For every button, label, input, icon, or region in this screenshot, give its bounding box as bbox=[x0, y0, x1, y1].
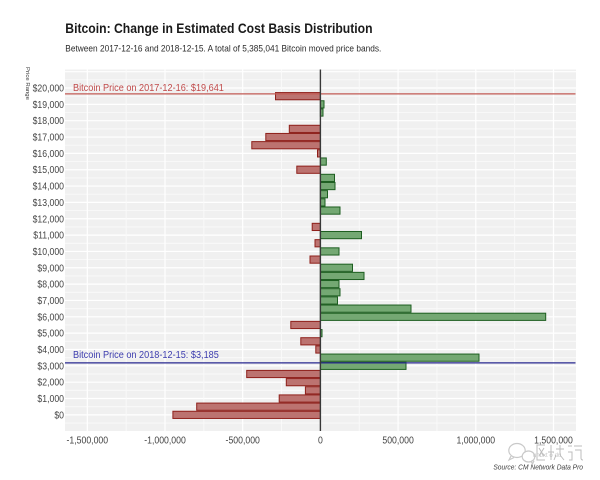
svg-text:1,500,000: 1,500,000 bbox=[534, 435, 573, 446]
svg-text:1,000,000: 1,000,000 bbox=[456, 435, 495, 446]
svg-text:$2,000: $2,000 bbox=[37, 377, 64, 388]
svg-text:-1,000,000: -1,000,000 bbox=[144, 435, 186, 446]
svg-text:$20,000: $20,000 bbox=[33, 83, 64, 94]
svg-text:$1,000: $1,000 bbox=[37, 393, 64, 404]
svg-text:-500,000: -500,000 bbox=[226, 435, 260, 446]
svg-text:$11,000: $11,000 bbox=[33, 230, 64, 241]
svg-text:$3,000: $3,000 bbox=[37, 361, 64, 372]
svg-text:Bitcoin Price on 2017-12-16: $: Bitcoin Price on 2017-12-16: $19,641 bbox=[73, 83, 224, 95]
svg-text:$12,000: $12,000 bbox=[33, 214, 64, 225]
svg-text:$14,000: $14,000 bbox=[33, 181, 64, 192]
svg-text:$8,000: $8,000 bbox=[37, 279, 64, 290]
svg-text:$0: $0 bbox=[54, 410, 64, 421]
svg-text:Bitcoin Price on 2018-12-15: $: Bitcoin Price on 2018-12-15: $3,185 bbox=[73, 350, 219, 362]
svg-text:$17,000: $17,000 bbox=[33, 132, 64, 143]
svg-text:$13,000: $13,000 bbox=[33, 197, 64, 208]
svg-text:$19,000: $19,000 bbox=[33, 99, 64, 110]
svg-text:0: 0 bbox=[318, 435, 323, 446]
svg-text:$9,000: $9,000 bbox=[37, 263, 64, 274]
svg-text:$16,000: $16,000 bbox=[33, 148, 64, 159]
svg-text:unbxt o˙du: unbxt o˙du bbox=[533, 453, 561, 459]
svg-text:$10,000: $10,000 bbox=[33, 246, 64, 257]
svg-text:Between 2017-12-16 and 2018-12: Between 2017-12-16 and 2018-12-15. A tot… bbox=[65, 43, 381, 54]
svg-text:Price Range: Price Range bbox=[24, 67, 30, 100]
svg-text:Source: CM Network Data Pro: Source: CM Network Data Pro bbox=[493, 463, 583, 472]
svg-text:$5,000: $5,000 bbox=[37, 328, 64, 339]
svg-text:500,000: 500,000 bbox=[382, 435, 413, 446]
svg-text:Bitcoin: Change in Estimated C: Bitcoin: Change in Estimated Cost Basis … bbox=[65, 20, 372, 36]
svg-text:-1,500,000: -1,500,000 bbox=[67, 435, 109, 446]
svg-text:$6,000: $6,000 bbox=[37, 312, 64, 323]
svg-text:$7,000: $7,000 bbox=[37, 295, 64, 306]
svg-text:$4,000: $4,000 bbox=[37, 344, 64, 355]
svg-text:$15,000: $15,000 bbox=[33, 165, 64, 176]
svg-text:$18,000: $18,000 bbox=[33, 116, 64, 127]
